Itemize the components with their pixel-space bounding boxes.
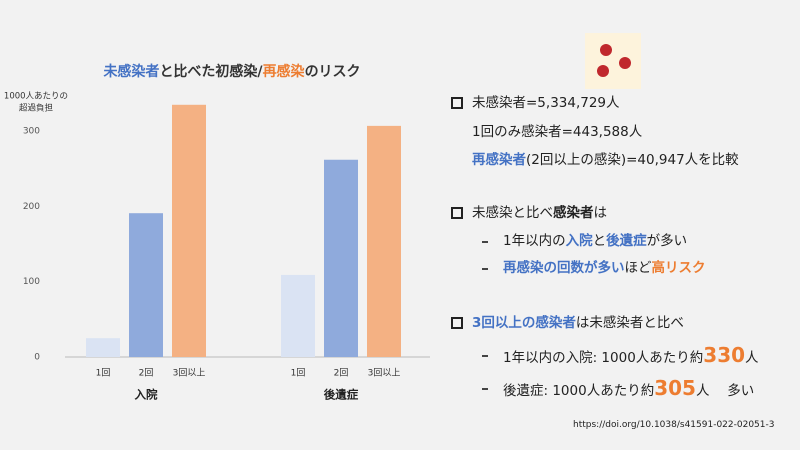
y-tick-label: 0 bbox=[34, 353, 40, 363]
text-segment: 未感染と比べ bbox=[472, 205, 553, 221]
text-segment: 再感染の回数が多い bbox=[503, 260, 625, 276]
bullet-square bbox=[451, 97, 463, 109]
y-axis-label: 1000人あたりの bbox=[4, 92, 68, 102]
text-segment: は bbox=[593, 205, 608, 221]
bar bbox=[172, 104, 206, 358]
text-segment: 入院 bbox=[565, 233, 593, 249]
text-segment: は未感染者と比べ bbox=[575, 315, 684, 331]
text-segment: 感染者 bbox=[553, 205, 594, 221]
virus-icon bbox=[585, 33, 641, 89]
bar-label: 2回 bbox=[139, 368, 154, 379]
text-segment: と bbox=[592, 233, 607, 249]
bar bbox=[86, 338, 120, 357]
chart-title: 未感染者と比べた初感染/再感染のリスク bbox=[103, 63, 360, 80]
text-segment: 再感染者 bbox=[472, 152, 526, 168]
bar bbox=[367, 125, 401, 357]
bar-label: 1回 bbox=[96, 368, 111, 379]
y-tick-label: 200 bbox=[23, 202, 40, 212]
bar-label: 3回以上 bbox=[368, 368, 401, 379]
text-line: 1回のみ感染者=443,588人 bbox=[472, 120, 642, 144]
text-line: 1年以内の入院: 1000人あたり約330人 bbox=[503, 343, 759, 370]
text-segment: 305 bbox=[654, 376, 696, 400]
title-part: と比べた初感染/ bbox=[159, 63, 263, 80]
text-segment: (2回以上の感染)=40,947人を比較 bbox=[526, 152, 739, 168]
dash-marker bbox=[482, 241, 488, 243]
text-segment: 後遺症 bbox=[606, 233, 647, 249]
dash-marker bbox=[482, 355, 488, 357]
x-category-label: 入院 bbox=[135, 388, 158, 402]
text-line: 未感染と比べ感染者は bbox=[472, 201, 607, 225]
text-segment: 人 bbox=[745, 350, 759, 366]
text-segment: 3回以上の感染者 bbox=[472, 315, 576, 331]
text-segment: ほど bbox=[624, 260, 652, 276]
dash-marker bbox=[482, 268, 488, 270]
bullet-square bbox=[451, 207, 463, 219]
bar-label: 3回以上 bbox=[173, 368, 206, 379]
text-segment: 1回のみ感染者=443,588人 bbox=[472, 124, 643, 140]
text-segment: 未感染者=5,334,729人 bbox=[472, 95, 620, 111]
text-line: 後遺症: 1000人あたり約305人 多い bbox=[503, 376, 754, 403]
text-segment: 1年以内の bbox=[503, 233, 566, 249]
text-segment: 1年以内の入院: 1000人あたり約 bbox=[503, 350, 704, 366]
text-segment: 人 多い bbox=[695, 383, 755, 399]
text-segment: 高リスク bbox=[651, 260, 706, 276]
bar bbox=[281, 274, 315, 357]
y-axis-label: 超過負担 bbox=[19, 103, 54, 114]
text-line: 未感染者=5,334,729人 bbox=[472, 91, 620, 115]
text-segment: 後遺症: 1000人あたり約 bbox=[503, 383, 655, 399]
bullet-square bbox=[451, 317, 463, 329]
bar-label: 1回 bbox=[291, 368, 306, 379]
dash-marker bbox=[482, 388, 488, 390]
bar-label: 2回 bbox=[334, 368, 349, 379]
title-part: 再感染 bbox=[263, 63, 306, 80]
title-part: 未感染者 bbox=[103, 63, 159, 80]
bar bbox=[129, 213, 163, 357]
x-category-label: 後遺症 bbox=[324, 388, 359, 402]
text-line: 再感染者(2回以上の感染)=40,947人を比較 bbox=[472, 148, 739, 172]
text-line: 3回以上の感染者は未感染者と比べ bbox=[472, 311, 684, 335]
text-segment: が多い bbox=[646, 233, 688, 249]
text-line: 再感染の回数が多いほど高リスク bbox=[503, 256, 706, 280]
y-tick-label: 300 bbox=[23, 127, 40, 137]
bar bbox=[324, 159, 358, 357]
title-part: のリスク bbox=[305, 64, 361, 80]
text-segment: 330 bbox=[703, 343, 746, 367]
source: https://doi.org/10.1038/s41591-022-02051… bbox=[573, 420, 775, 430]
text-line: 1年以内の入院と後遺症が多い bbox=[503, 229, 687, 253]
y-tick-label: 100 bbox=[23, 277, 40, 287]
